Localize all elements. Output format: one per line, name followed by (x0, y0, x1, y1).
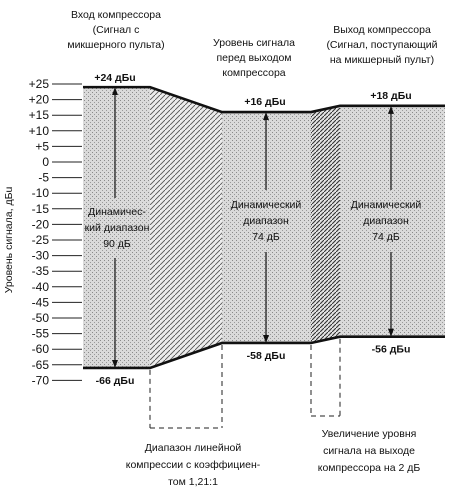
y-tick-label: -25 (32, 233, 50, 247)
output-bottom-level-label: -56 дБu (372, 344, 411, 356)
y-tick-label: -15 (32, 202, 50, 216)
input-header-line-3: микшерного пульта) (67, 39, 164, 51)
output-range-text-3: 74 дБ (372, 231, 400, 243)
middle-header-line-1: Уровень сигнала (213, 37, 295, 49)
gain-band (311, 105, 340, 343)
middle-range-text-2: диапазон (243, 215, 289, 227)
y-tick-label: -20 (32, 217, 50, 231)
input-header-line-2: (Сигнал с (93, 24, 140, 36)
input-header-line-1: Вход компрессора (71, 9, 161, 21)
y-tick-label: -60 (32, 342, 50, 356)
input-band (83, 87, 150, 368)
compression-band (150, 87, 222, 368)
compression-note-line-1: Диапазон линейной (145, 442, 242, 454)
middle-band (222, 112, 311, 343)
output-top-level-label: +18 дБu (370, 90, 411, 102)
y-tick-label: -45 (32, 295, 50, 309)
middle-bottom-level-label: -58 дБu (247, 350, 286, 362)
gain-note-line-3: компрессора на 2 дБ (318, 462, 421, 474)
input-range-text-3: 90 дБ (103, 238, 131, 250)
input-range-text-2: кий диапазон (85, 222, 150, 234)
y-tick-label: +25 (29, 77, 50, 91)
middle-header-line-2: перед выходом (216, 52, 291, 64)
y-tick-label: -35 (32, 264, 50, 278)
y-tick-label: -10 (32, 186, 50, 200)
middle-range-text-3: 74 дБ (252, 231, 280, 243)
y-tick-label: 0 (42, 155, 49, 169)
y-tick-label: -5 (38, 171, 49, 185)
y-axis-label: Уровень сигнала, дБu (3, 187, 15, 294)
output-range-text-1: Динамический (351, 199, 422, 211)
min-level-line (83, 335, 445, 370)
compression-note-line-2: компрессии с коэффициен- (126, 459, 261, 471)
middle-range-text-1: Динамический (231, 199, 302, 211)
y-tick-label: -50 (32, 311, 50, 325)
y-tick-label: -30 (32, 249, 50, 263)
middle-top-level-label: +16 дБu (244, 96, 285, 108)
gain-note-line-1: Увеличение уровня (322, 428, 417, 440)
y-tick-label: +15 (29, 108, 50, 122)
y-tick-label: -65 (32, 358, 50, 372)
output-header-line-3: на микшерный пульт) (330, 54, 434, 66)
middle-header-line-3: компрессора (222, 67, 285, 79)
y-axis-ticks: +25 +20+15 +10+5 0 -5-10 -15-20 -25 -30-35 -40-4… (29, 77, 82, 387)
input-range-text-1: Динамичес- (88, 206, 146, 218)
input-top-level-label: +24 дБu (94, 72, 135, 84)
y-tick-label: -55 (32, 327, 50, 341)
output-header-line-1: Выход компрессора (333, 24, 431, 36)
compression-note-line-3: том 1,21:1 (168, 476, 218, 488)
y-tick-label: +5 (35, 139, 49, 153)
y-tick-label: -70 (32, 373, 50, 387)
output-band (340, 105, 445, 337)
y-tick-label: +10 (29, 124, 50, 138)
input-bottom-level-label: -66 дБu (96, 375, 135, 387)
output-range-text-2: диапазон (363, 215, 409, 227)
y-tick-label: -40 (32, 280, 50, 294)
y-tick-label: +20 (29, 93, 50, 107)
gain-note-line-2: сигнала на выходе (323, 445, 415, 457)
output-header-line-2: (Сигнал, поступающий (326, 39, 437, 51)
